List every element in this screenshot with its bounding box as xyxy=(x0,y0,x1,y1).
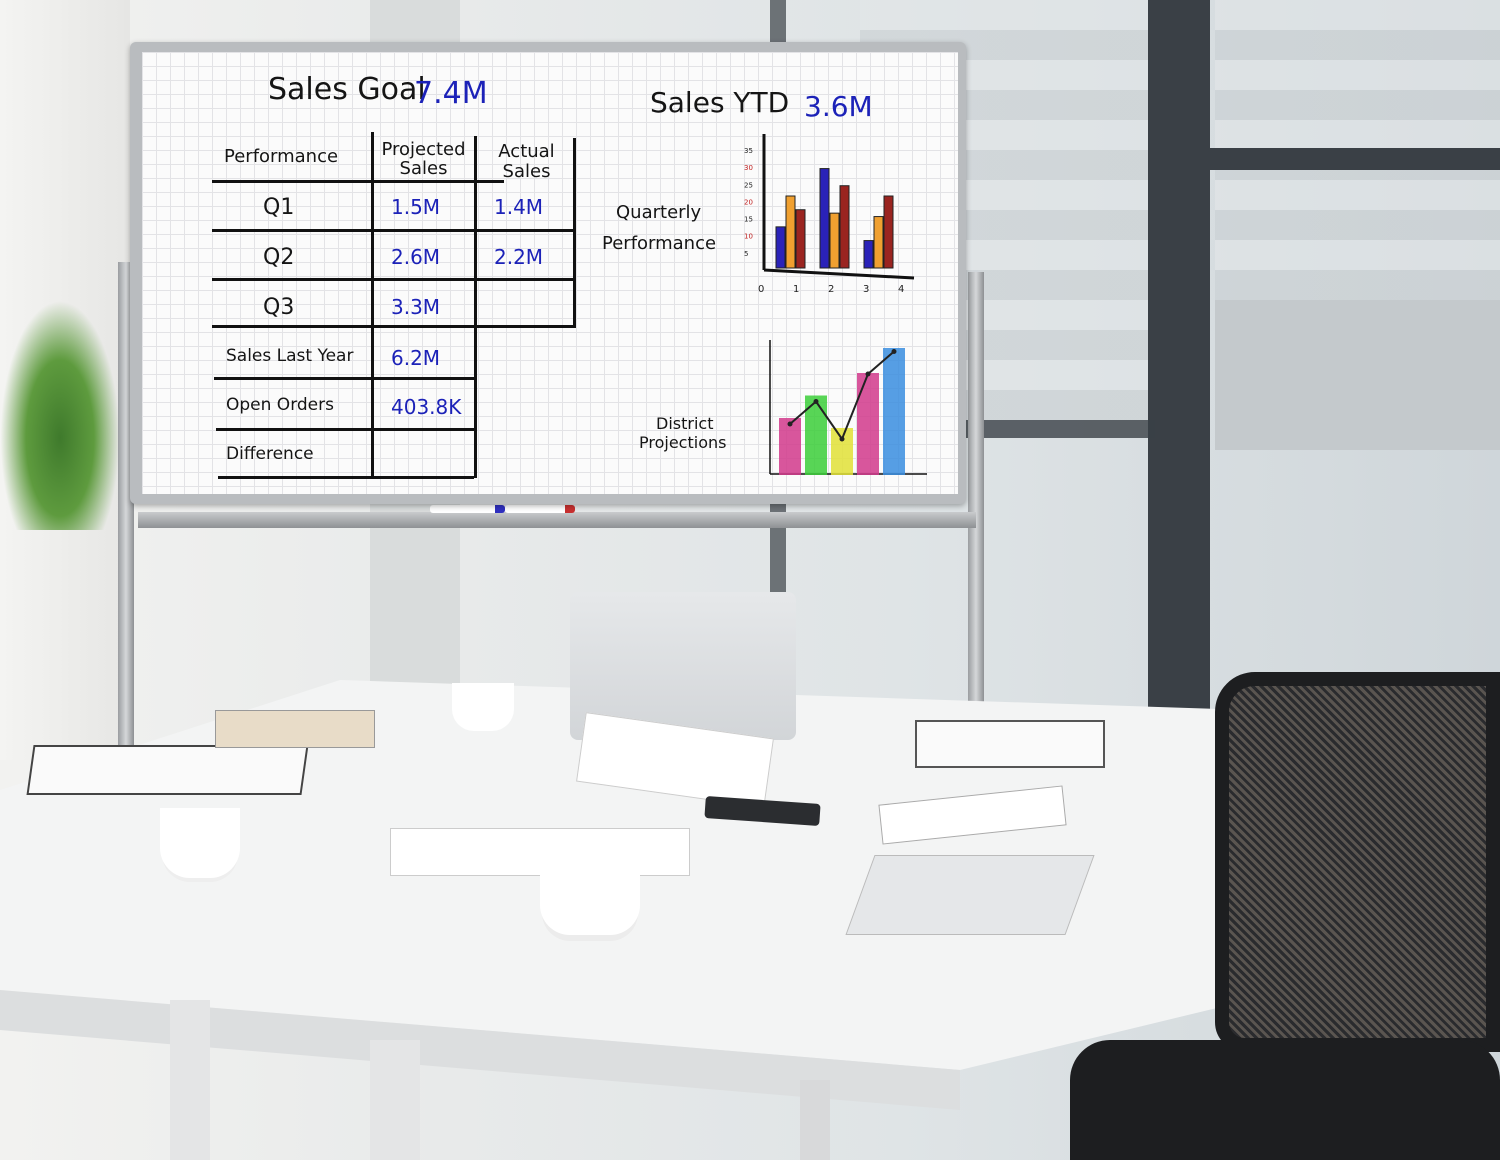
sales-ytd-label: Sales YTD xyxy=(650,86,790,119)
table-cell-projected: 1.5M xyxy=(391,195,441,219)
table-cell-projected: 2.6M xyxy=(391,245,441,269)
bar xyxy=(775,226,786,269)
window-frame xyxy=(1205,148,1500,170)
table-cell-label: Q1 xyxy=(263,195,295,220)
bar xyxy=(883,195,894,269)
trend-point xyxy=(813,399,819,404)
trend-point xyxy=(865,371,871,377)
y-tick-label: 10 xyxy=(744,233,753,241)
district-projections-chart xyxy=(769,340,927,475)
sales-goal-value: 7.4M xyxy=(414,76,488,111)
bar xyxy=(805,395,827,475)
red-marker[interactable] xyxy=(505,505,575,513)
coffee-cup[interactable] xyxy=(452,683,514,731)
office-chair[interactable] xyxy=(1215,672,1500,1052)
clipboard[interactable] xyxy=(26,745,309,795)
y-tick-label: 35 xyxy=(744,147,753,155)
table-cell-label: Sales Last Year xyxy=(226,346,354,366)
whiteboard: Sales Goal 7.4M Sales YTD 3.6M Performan… xyxy=(142,52,958,494)
window-frame xyxy=(965,420,1155,438)
bar xyxy=(873,216,884,269)
y-tick-label: 15 xyxy=(744,216,753,224)
projections-label: Projections xyxy=(639,433,727,452)
x-tick-label: 1 xyxy=(793,284,799,295)
header-projected-sales: Projected Sales xyxy=(381,139,466,179)
bar xyxy=(779,418,801,475)
bar xyxy=(829,212,840,269)
chair-seat xyxy=(1070,1040,1500,1160)
table-cell-actual: 2.2M xyxy=(494,245,544,269)
laptop-open[interactable] xyxy=(845,855,1095,935)
sales-ytd-value: 3.6M xyxy=(804,90,873,123)
bar xyxy=(785,195,796,269)
x-axis xyxy=(763,268,915,280)
table-cell-projected: 403.8K xyxy=(391,395,462,419)
plant xyxy=(0,300,120,530)
bar xyxy=(863,240,874,269)
table-cell-actual: 1.4M xyxy=(494,195,544,219)
table-cell-label: Difference xyxy=(226,444,314,464)
window-frame xyxy=(1148,0,1210,840)
y-tick-label: 30 xyxy=(744,164,753,172)
district-label: District xyxy=(656,414,714,433)
notebook[interactable] xyxy=(215,710,375,748)
table-cell-label: Open Orders xyxy=(226,395,334,415)
blue-marker[interactable] xyxy=(430,505,505,513)
trend-point xyxy=(787,421,793,427)
bar xyxy=(831,428,853,475)
parked-cars xyxy=(1215,300,1500,450)
quarterly-performance-chart: 5 10 15 20 25 30 35 0 1 2 3 4 xyxy=(744,134,915,295)
x-tick-label: 4 xyxy=(898,284,904,295)
trend-point xyxy=(891,349,897,354)
y-tick-label: 25 xyxy=(744,181,753,189)
coffee-cup[interactable] xyxy=(160,808,240,878)
coffee-cup[interactable] xyxy=(540,860,640,935)
table-cell-projected: 3.3M xyxy=(391,295,441,319)
stand-leg-right xyxy=(968,272,984,712)
quarterly-label: Quarterly xyxy=(616,202,702,223)
trend-point xyxy=(839,436,845,442)
x-tick-label: 2 xyxy=(828,284,834,295)
x-tick-label: 0 xyxy=(758,284,764,295)
y-tick-label: 20 xyxy=(744,198,753,206)
bar xyxy=(795,209,806,269)
performance-label: Performance xyxy=(602,233,717,254)
bar xyxy=(839,185,850,269)
y-tick-label: 5 xyxy=(744,250,748,258)
table-cell-label: Q2 xyxy=(263,245,295,270)
header-performance: Performance xyxy=(224,146,339,167)
table-cell-label: Q3 xyxy=(263,295,295,320)
clipboard-right[interactable] xyxy=(915,720,1105,768)
table-cell-projected: 6.2M xyxy=(391,346,441,370)
bar xyxy=(819,168,830,269)
marker-tray xyxy=(138,512,976,528)
header-actual-sales: Actual Sales xyxy=(498,141,555,182)
sales-goal-label: Sales Goal xyxy=(268,72,426,107)
x-tick-label: 3 xyxy=(863,284,869,295)
